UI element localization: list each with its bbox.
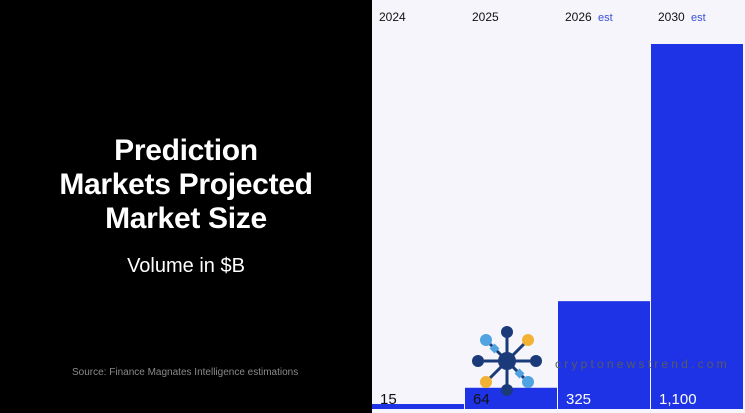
- title-line-2: Markets Projected: [59, 168, 313, 201]
- bar-2025: [465, 387, 557, 409]
- watermark-logo-icon: [472, 326, 542, 396]
- value-label-2030: 1,100: [659, 391, 697, 408]
- value-label-2024: 15: [380, 391, 397, 408]
- category-est-2030: est: [691, 12, 706, 24]
- category-label-2030: 2030: [658, 10, 685, 24]
- chart-area: 15 2024 64 2025 325 2026 est 1,100 2030 est: [372, 0, 745, 413]
- chart-title: Prediction Markets Projected Market Size: [0, 134, 372, 236]
- category-est-2026: est: [598, 12, 613, 24]
- bar-chart: 15 2024 64 2025 325 2026 est 1,100 2030 est: [372, 10, 743, 409]
- title-panel: Prediction Markets Projected Market Size…: [0, 0, 372, 413]
- watermark-text: cryptonewstrend.com: [555, 357, 730, 371]
- source-note: Source: Finance Magnates Intelligence es…: [72, 367, 299, 378]
- category-label-2026: 2026: [565, 10, 592, 24]
- chart-subtitle: Volume in $B: [127, 255, 245, 277]
- value-label-2025: 64: [473, 391, 490, 408]
- bar-2030: [651, 44, 743, 409]
- value-label-2026: 325: [566, 391, 591, 408]
- bar-2024: [372, 404, 464, 409]
- title-line-3: Market Size: [105, 202, 267, 235]
- title-line-1: Prediction: [114, 134, 258, 167]
- category-label-2025: 2025: [472, 10, 499, 24]
- category-label-2024: 2024: [379, 10, 406, 24]
- bar-2026: [558, 301, 650, 409]
